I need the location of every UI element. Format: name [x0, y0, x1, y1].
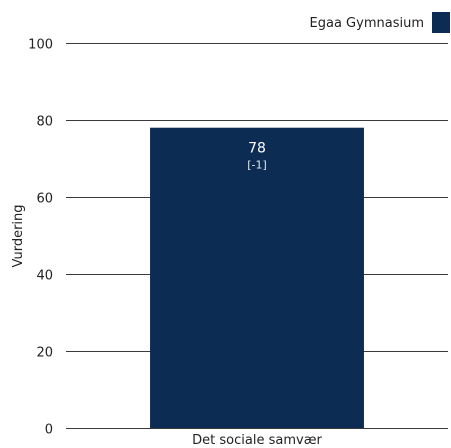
y-tick-label-0: 0: [45, 423, 53, 438]
legend-swatch: [432, 12, 450, 33]
bar-change-label: [-1]: [247, 159, 267, 172]
bar-0: [150, 127, 364, 428]
bars: 78 [-1]: [150, 127, 364, 428]
y-tick-label-20: 20: [36, 346, 53, 361]
y-tick-label-60: 60: [36, 192, 53, 207]
bar-value-label: 78: [248, 141, 266, 157]
legend-label: Egaa Gymnasium: [310, 16, 424, 31]
y-axis-title: Vurdering: [11, 204, 26, 267]
x-tick-labels: Det sociale samvær: [192, 433, 322, 448]
x-tick-label: Det sociale samvær: [192, 433, 322, 448]
y-tick-label-80: 80: [36, 115, 53, 130]
legend: Egaa Gymnasium: [310, 12, 450, 33]
y-tick-labels: 0 20 40 60 80 100: [28, 38, 53, 438]
y-tick-label-40: 40: [36, 269, 53, 284]
y-tick-label-100: 100: [28, 38, 53, 53]
